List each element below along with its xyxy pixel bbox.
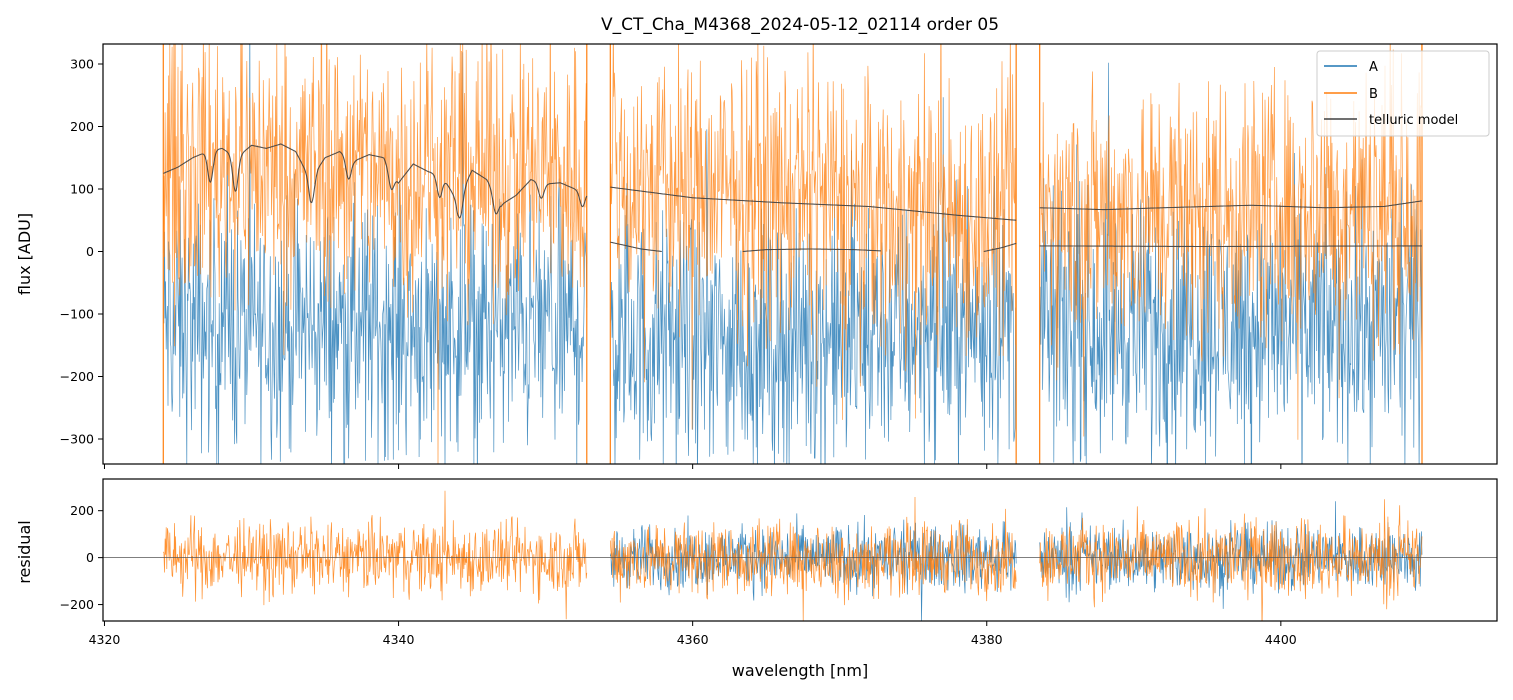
top-y-tick-label-200: 200: [70, 119, 94, 134]
residual-b-line-segment-1: [162, 490, 588, 620]
bottom-x-tick-label-4320: 4320: [89, 632, 121, 647]
legend: A B telluric model: [1316, 50, 1490, 137]
telluric-model-line-4: [610, 241, 662, 253]
bottom-y-axis-label: residual: [15, 520, 34, 583]
top-y-tick-label-300: 300: [70, 57, 94, 72]
bottom-ticks: 200 0 −200 4320 4340 4360 4380 4400: [60, 503, 1297, 647]
telluric-model-line-7: [1039, 245, 1422, 248]
top-y-tick-label-0: 0: [86, 244, 94, 259]
series-a-line-segment-2: [609, 97, 1017, 464]
top-y-tick-label--200: −200: [60, 369, 94, 384]
residual-b-line-segment-2: [609, 496, 1017, 621]
series-b-line-segment-2: [609, 44, 1017, 430]
bottom-x-tick-label-4360: 4360: [677, 632, 709, 647]
bottom-y-tick-label--200: −200: [60, 597, 94, 612]
bottom-plot-frame: [102, 478, 1498, 622]
telluric-model-line-6: [983, 242, 1017, 253]
bottom-x-tick-label-4340: 4340: [383, 632, 415, 647]
telluric-model-line-5: [742, 248, 881, 253]
series-a-line-segment-1: [162, 44, 588, 464]
legend-label-b: B: [1369, 87, 1378, 102]
bottom-y-tick-label-200: 200: [70, 503, 94, 518]
x-axis-label: wavelength [nm]: [732, 661, 869, 680]
series-a-line-segment-3: [1039, 62, 1423, 464]
top-y-tick-label--100: −100: [60, 307, 94, 322]
top-y-tick-label--300: −300: [60, 432, 94, 447]
telluric-model-line-2: [610, 186, 1017, 221]
residual-a-line-segment-2: [1039, 501, 1423, 609]
residual-a-line-segment-1: [609, 513, 1017, 621]
telluric-model-line-1: [163, 143, 588, 219]
bottom-x-tick-label-4380: 4380: [971, 632, 1003, 647]
telluric-model-line-3: [1039, 200, 1423, 211]
bottom-x-tick-label-4400: 4400: [1265, 632, 1297, 647]
residual-b-line-segment-3: [1039, 499, 1423, 621]
bottom-data-layer: [103, 490, 1497, 621]
top-plot-frame: [102, 43, 1498, 465]
bottom-y-tick-label-0: 0: [86, 550, 94, 565]
top-ticks: 300 200 100 0 −100 −200 −300: [60, 57, 1282, 469]
legend-label-a: A: [1369, 60, 1378, 75]
series-b-line-segment-3: [1039, 44, 1422, 440]
top-y-axis-label: flux [ADU]: [15, 213, 34, 295]
series-b-line-segment-1: [162, 44, 588, 464]
legend-label-telluric: telluric model: [1369, 113, 1458, 128]
chart-title: V_CT_Cha_M4368_2024-05-12_02114 order 05: [601, 15, 999, 35]
top-y-tick-label-100: 100: [70, 182, 94, 197]
legend-box: [1316, 50, 1490, 137]
